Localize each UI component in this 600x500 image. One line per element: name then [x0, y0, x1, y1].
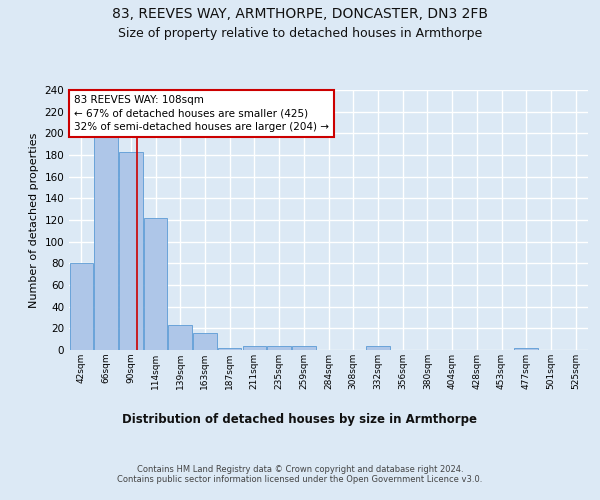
Text: 83, REEVES WAY, ARMTHORPE, DONCASTER, DN3 2FB: 83, REEVES WAY, ARMTHORPE, DONCASTER, DN…: [112, 8, 488, 22]
Text: Contains HM Land Registry data © Crown copyright and database right 2024.
Contai: Contains HM Land Registry data © Crown c…: [118, 465, 482, 484]
Y-axis label: Number of detached properties: Number of detached properties: [29, 132, 39, 308]
Bar: [119, 152, 143, 350]
Bar: [144, 218, 167, 350]
Bar: [70, 264, 93, 350]
Text: Distribution of detached houses by size in Armthorpe: Distribution of detached houses by size …: [122, 412, 478, 426]
Bar: [242, 346, 266, 350]
Bar: [514, 348, 538, 350]
Text: 83 REEVES WAY: 108sqm
← 67% of detached houses are smaller (425)
32% of semi-det: 83 REEVES WAY: 108sqm ← 67% of detached …: [74, 95, 329, 132]
Bar: [218, 348, 241, 350]
Bar: [292, 346, 316, 350]
Bar: [268, 346, 291, 350]
Bar: [366, 346, 389, 350]
Bar: [193, 332, 217, 350]
Bar: [169, 325, 192, 350]
Text: Size of property relative to detached houses in Armthorpe: Size of property relative to detached ho…: [118, 28, 482, 40]
Bar: [94, 134, 118, 350]
